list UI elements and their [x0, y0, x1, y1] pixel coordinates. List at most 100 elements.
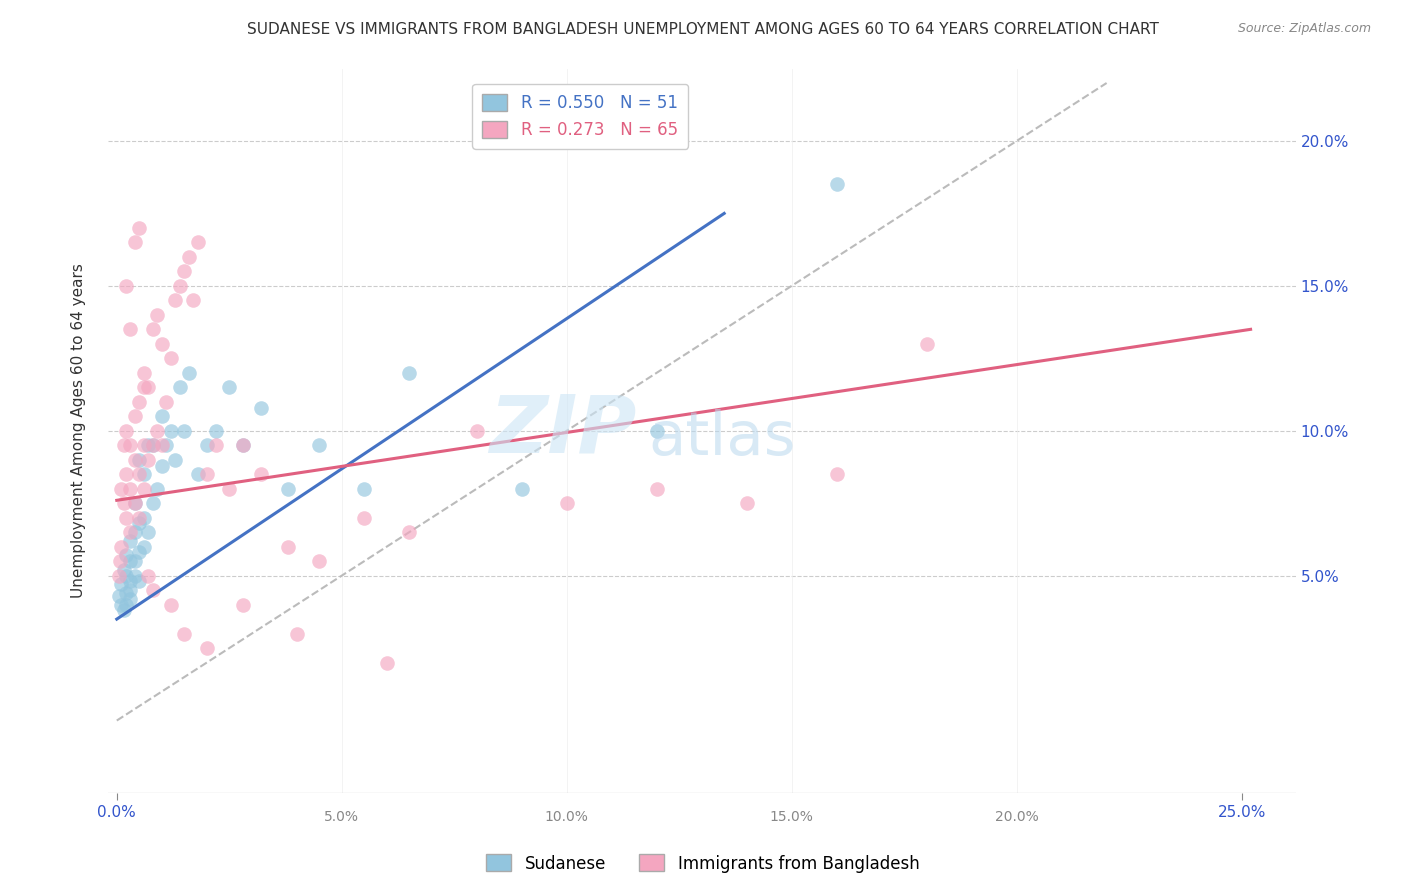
- Point: [124, 554, 146, 568]
- Point: [177, 250, 200, 264]
- Point: [110, 577, 132, 591]
- Point: [114, 549, 136, 563]
- Point: [187, 467, 209, 482]
- Point: [128, 452, 150, 467]
- Point: [150, 409, 173, 424]
- Point: [218, 380, 240, 394]
- Text: SUDANESE VS IMMIGRANTS FROM BANGLADESH UNEMPLOYMENT AMONG AGES 60 TO 64 YEARS CO: SUDANESE VS IMMIGRANTS FROM BANGLADESH U…: [247, 22, 1159, 37]
- Point: [353, 510, 375, 524]
- Point: [165, 452, 187, 467]
- Point: [915, 336, 938, 351]
- Text: ZIP: ZIP: [489, 392, 637, 470]
- Point: [132, 467, 155, 482]
- Point: [110, 540, 132, 554]
- Point: [142, 322, 165, 336]
- Point: [120, 322, 142, 336]
- Point: [169, 380, 191, 394]
- Point: [510, 482, 533, 496]
- Point: [132, 380, 155, 394]
- Point: [108, 589, 131, 603]
- Point: [173, 424, 195, 438]
- Point: [136, 525, 159, 540]
- Point: [187, 235, 209, 250]
- Point: [114, 598, 136, 612]
- Point: [249, 401, 271, 415]
- Point: [114, 467, 136, 482]
- Point: [132, 510, 155, 524]
- Point: [645, 424, 668, 438]
- Point: [159, 351, 181, 366]
- Point: [114, 424, 136, 438]
- Text: 5.0%: 5.0%: [325, 811, 359, 824]
- Point: [114, 278, 136, 293]
- Point: [204, 424, 226, 438]
- Point: [128, 510, 150, 524]
- Point: [132, 438, 155, 452]
- Point: [112, 603, 135, 617]
- Point: [110, 554, 132, 568]
- Point: [128, 394, 150, 409]
- Point: [112, 438, 135, 452]
- Point: [142, 438, 165, 452]
- Point: [277, 540, 299, 554]
- Point: [398, 366, 420, 380]
- Point: [249, 467, 271, 482]
- Point: [110, 598, 132, 612]
- Point: [128, 574, 150, 589]
- Point: [150, 438, 173, 452]
- Point: [128, 220, 150, 235]
- Point: [120, 554, 142, 568]
- Point: [124, 409, 146, 424]
- Point: [232, 598, 254, 612]
- Legend: R = 0.550   N = 51, R = 0.273   N = 65: R = 0.550 N = 51, R = 0.273 N = 65: [472, 84, 688, 149]
- Point: [150, 458, 173, 473]
- Point: [124, 235, 146, 250]
- Point: [146, 424, 169, 438]
- Point: [124, 525, 146, 540]
- Point: [124, 496, 146, 510]
- Point: [114, 568, 136, 582]
- Point: [195, 467, 218, 482]
- Point: [132, 482, 155, 496]
- Point: [169, 278, 191, 293]
- Point: [128, 467, 150, 482]
- Point: [120, 482, 142, 496]
- Point: [120, 438, 142, 452]
- Point: [142, 438, 165, 452]
- Point: [120, 574, 142, 589]
- Point: [120, 583, 142, 598]
- Point: [353, 482, 375, 496]
- Point: [150, 336, 173, 351]
- Point: [308, 554, 330, 568]
- Point: [218, 482, 240, 496]
- Point: [136, 568, 159, 582]
- Point: [120, 533, 142, 548]
- Point: [124, 452, 146, 467]
- Point: [155, 438, 177, 452]
- Point: [136, 438, 159, 452]
- Point: [114, 586, 136, 600]
- Point: [173, 264, 195, 278]
- Point: [277, 482, 299, 496]
- Text: atlas: atlas: [648, 409, 796, 467]
- Point: [142, 583, 165, 598]
- Text: 10.0%: 10.0%: [544, 811, 589, 824]
- Point: [132, 366, 155, 380]
- Point: [181, 293, 204, 308]
- Point: [155, 394, 177, 409]
- Point: [285, 626, 308, 640]
- Point: [177, 366, 200, 380]
- Point: [173, 626, 195, 640]
- Point: [825, 178, 848, 192]
- Point: [124, 568, 146, 582]
- Point: [645, 482, 668, 496]
- Point: [128, 545, 150, 559]
- Y-axis label: Unemployment Among Ages 60 to 64 years: Unemployment Among Ages 60 to 64 years: [72, 263, 86, 599]
- Point: [110, 482, 132, 496]
- Point: [159, 424, 181, 438]
- Text: 15.0%: 15.0%: [769, 811, 814, 824]
- Point: [142, 496, 165, 510]
- Point: [308, 438, 330, 452]
- Point: [232, 438, 254, 452]
- Text: 20.0%: 20.0%: [995, 811, 1039, 824]
